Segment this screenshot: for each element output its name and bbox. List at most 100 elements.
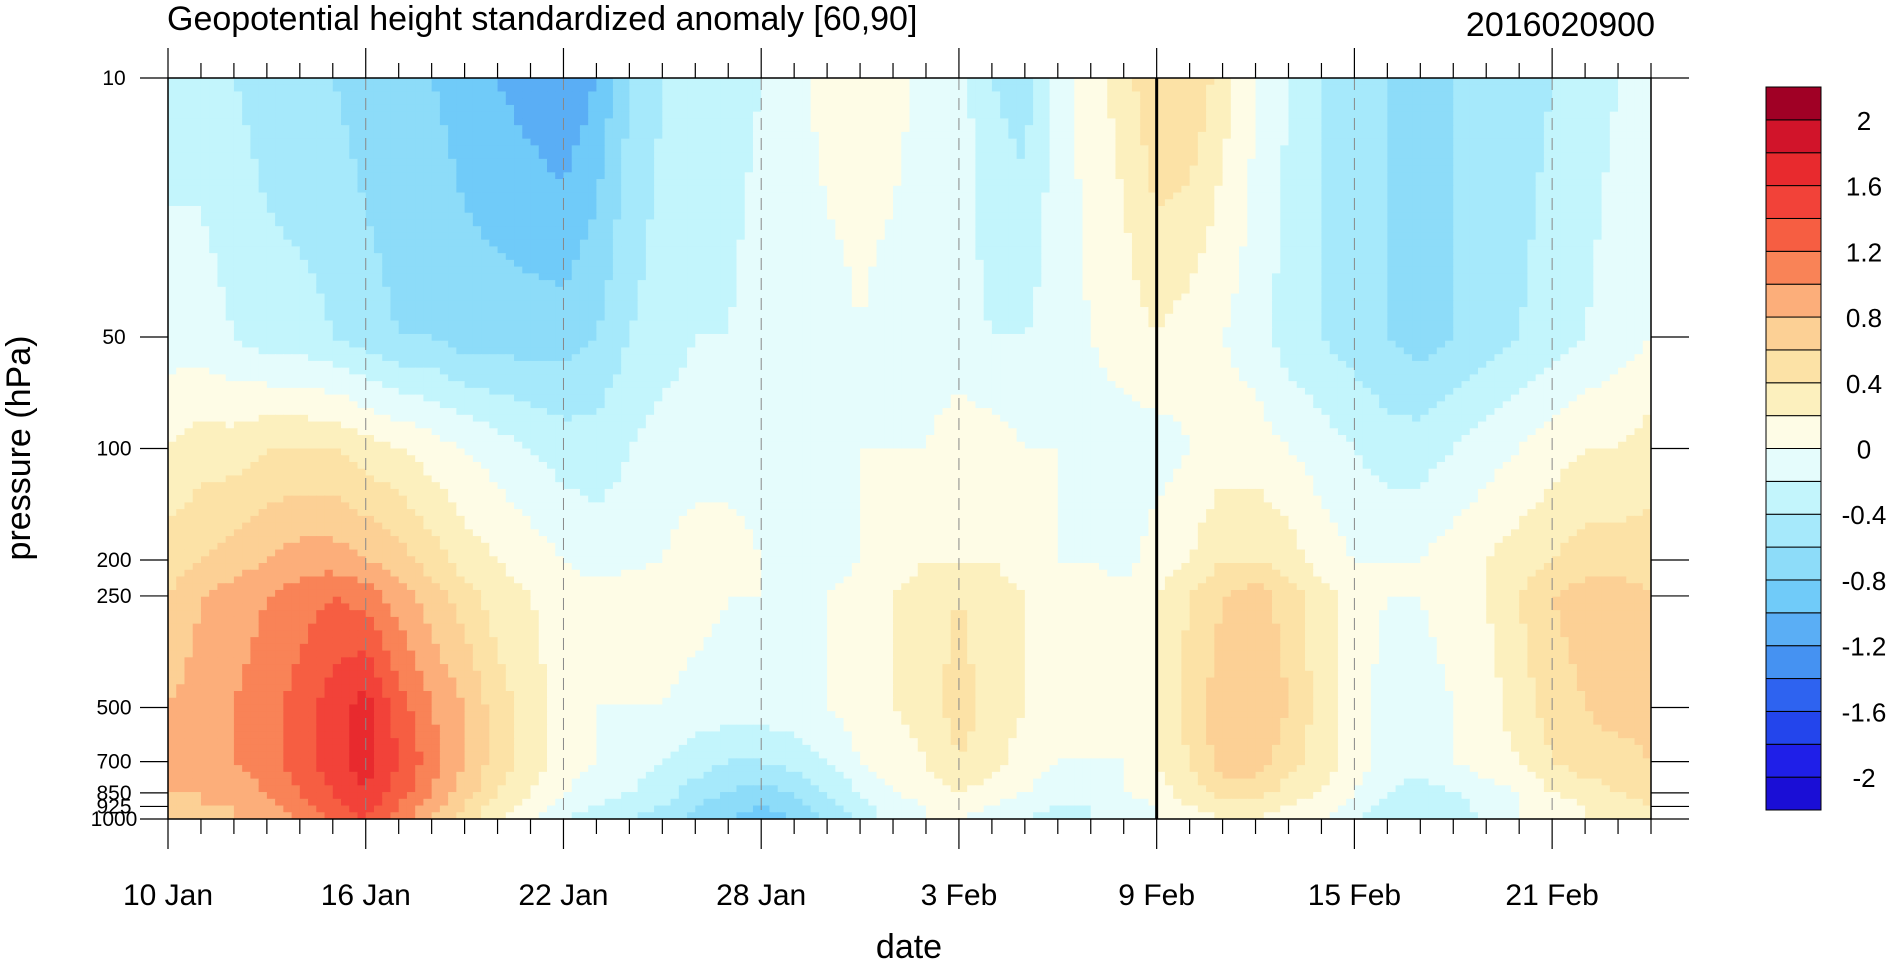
anomaly-cell (291, 84, 301, 93)
anomaly-cell (439, 98, 449, 106)
anomaly-cell (851, 98, 861, 106)
anomaly-cell (514, 131, 523, 140)
anomaly-cell (884, 138, 894, 146)
anomaly-cell (1346, 98, 1355, 106)
anomaly-cell (1486, 98, 1496, 106)
anomaly-cell (1156, 232, 1166, 241)
anomaly-cell (415, 232, 425, 241)
anomaly-cell (1601, 131, 1611, 140)
anomaly-cell (596, 104, 606, 113)
anomaly-cell (662, 239, 672, 248)
anomaly-cell (1502, 158, 1512, 167)
anomaly-cell (1304, 78, 1314, 86)
anomaly-cell (1222, 199, 1232, 207)
anomaly-cell (390, 152, 400, 160)
anomaly-cell (604, 212, 614, 221)
anomaly-cell (1288, 98, 1298, 106)
anomaly-cell (827, 98, 836, 106)
anomaly-cell (365, 131, 375, 140)
anomaly-cell (1552, 192, 1561, 200)
anomaly-cell (1156, 212, 1166, 221)
anomaly-cell (1436, 253, 1446, 261)
anomaly-cell (1082, 212, 1092, 221)
anomaly-cell (637, 239, 647, 248)
anomaly-cell (950, 179, 960, 187)
anomaly-cell (316, 84, 326, 93)
anomaly-cell (546, 253, 556, 261)
anomaly-cell (1107, 104, 1117, 113)
anomaly-cell (975, 185, 985, 194)
anomaly-cell (538, 91, 548, 99)
anomaly-cell (415, 172, 425, 180)
anomaly-cell (1576, 98, 1586, 106)
anomaly-cell (1576, 84, 1586, 93)
anomaly-cell (1519, 118, 1529, 126)
anomaly-cell (522, 205, 532, 214)
anomaly-cell (489, 226, 499, 234)
anomaly-cell (670, 226, 680, 234)
anomaly-cell (687, 192, 696, 200)
anomaly-cell (1552, 118, 1561, 126)
anomaly-cell (258, 172, 268, 180)
anomaly-cell (571, 212, 581, 221)
anomaly-cell (1346, 253, 1355, 261)
anomaly-cell (398, 98, 408, 106)
anomaly-cell (991, 253, 1001, 261)
anomaly-cell (415, 145, 425, 153)
anomaly-cell (794, 179, 803, 187)
anomaly-cell (744, 118, 754, 126)
anomaly-cell (1420, 192, 1430, 200)
anomaly-cell (242, 145, 251, 153)
anomaly-cell (604, 192, 614, 200)
anomaly-cell (365, 212, 375, 221)
anomaly-cell (382, 232, 392, 241)
anomaly-cell (802, 131, 812, 140)
anomaly-cell (1041, 246, 1051, 254)
anomaly-cell (448, 111, 457, 120)
anomaly-cell (958, 111, 968, 120)
anomaly-cell (720, 78, 729, 86)
anomaly-cell (1173, 172, 1182, 180)
anomaly-cell (893, 91, 902, 99)
anomaly-cell (1502, 212, 1512, 221)
anomaly-cell (1420, 165, 1430, 173)
anomaly-cell (217, 253, 227, 261)
anomaly-cell (1445, 172, 1454, 180)
anomaly-cell (1420, 239, 1430, 248)
anomaly-cell (1288, 226, 1298, 234)
anomaly-cell (209, 118, 219, 126)
anomaly-cell (217, 185, 227, 194)
anomaly-cell (555, 125, 565, 133)
anomaly-cell (835, 259, 845, 268)
anomaly-cell (1436, 104, 1446, 113)
anomaly-cell (769, 219, 779, 227)
anomaly-cell (184, 158, 194, 167)
anomaly-cell (637, 246, 647, 254)
anomaly-cell (275, 152, 284, 160)
anomaly-cell (917, 192, 927, 200)
anomaly-cell (439, 118, 449, 126)
anomaly-cell (1148, 232, 1158, 241)
anomaly-cell (373, 226, 383, 234)
anomaly-cell (818, 246, 828, 254)
anomaly-cell (209, 138, 219, 146)
anomaly-cell (1280, 158, 1290, 167)
anomaly-cell (579, 205, 589, 214)
anomaly-cell (785, 104, 795, 113)
anomaly-cell (1082, 125, 1092, 133)
anomaly-cell (1428, 219, 1438, 227)
anomaly-cell (1387, 239, 1397, 248)
anomaly-cell (1206, 152, 1215, 160)
anomaly-cell (1107, 125, 1117, 133)
anomaly-cell (1445, 165, 1454, 173)
anomaly-cell (752, 98, 762, 106)
anomaly-cell (703, 259, 713, 268)
anomaly-cell (481, 219, 490, 227)
anomaly-cell (1445, 98, 1454, 106)
anomaly-cell (555, 253, 565, 261)
anomaly-cell (1057, 165, 1067, 173)
anomaly-cell (1469, 78, 1479, 86)
anomaly-cell (1024, 152, 1034, 160)
anomaly-cell (1214, 199, 1224, 207)
anomaly-cell (670, 199, 680, 207)
